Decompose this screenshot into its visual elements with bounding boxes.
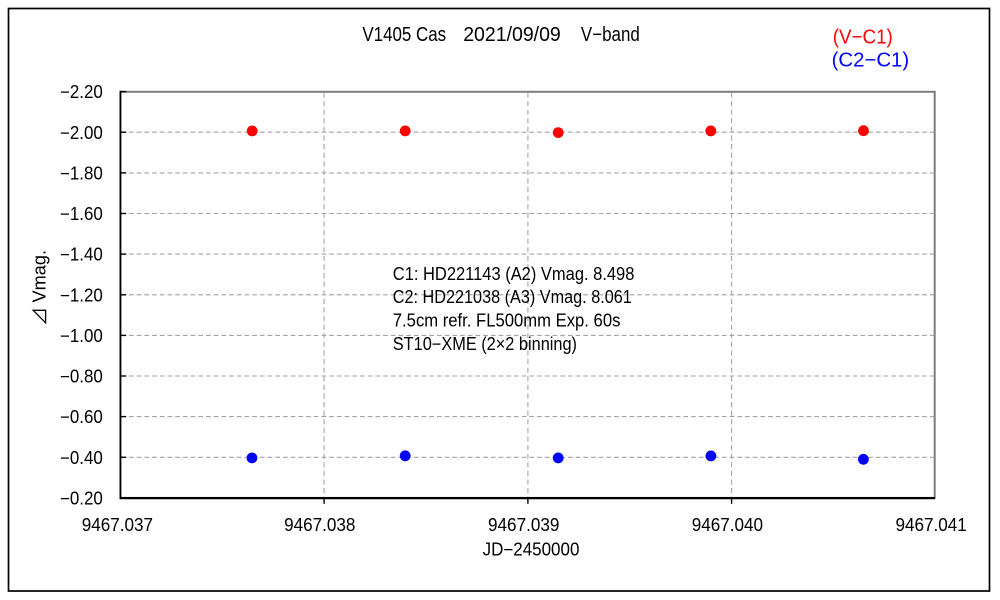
svg-text:−1.20: −1.20 (60, 285, 103, 305)
svg-text:−1.40: −1.40 (60, 245, 103, 265)
svg-text:(V−C1): (V−C1) (833, 26, 893, 48)
svg-text:V−band: V−band (581, 24, 640, 46)
svg-text:9467.039: 9467.039 (488, 515, 559, 535)
svg-text:JD−2450000: JD−2450000 (483, 539, 580, 559)
svg-text:−0.40: −0.40 (60, 448, 103, 468)
svg-text:V1405 Cas: V1405 Cas (362, 24, 446, 46)
svg-text:9467.040: 9467.040 (692, 515, 763, 535)
svg-text:7.5cm refr. FL500mm Exp. 60s: 7.5cm refr. FL500mm Exp. 60s (393, 310, 621, 330)
svg-text:9467.037: 9467.037 (82, 515, 153, 535)
svg-text:−1.60: −1.60 (60, 204, 103, 224)
svg-text:−0.60: −0.60 (60, 407, 103, 427)
svg-text:−1.00: −1.00 (60, 326, 103, 346)
svg-text:(C2−C1): (C2−C1) (832, 49, 910, 71)
svg-text:−0.20: −0.20 (60, 489, 103, 509)
svg-text:C1: HD221143 (A2) Vmag. 8.498: C1: HD221143 (A2) Vmag. 8.498 (393, 264, 635, 284)
svg-text:−2.20: −2.20 (60, 82, 103, 102)
svg-text:ST10−XME (2×2 binning): ST10−XME (2×2 binning) (393, 334, 577, 354)
svg-text:2021/09/09: 2021/09/09 (463, 24, 561, 46)
svg-text:−1.80: −1.80 (60, 164, 103, 184)
svg-text:9467.041: 9467.041 (895, 515, 966, 535)
svg-text:−2.00: −2.00 (60, 123, 103, 143)
svg-text:−0.80: −0.80 (60, 367, 103, 387)
svg-text:C2: HD221038 (A3) Vmag. 8.061: C2: HD221038 (A3) Vmag. 8.061 (393, 287, 632, 307)
svg-text:Vmag.: Vmag. (29, 250, 49, 303)
svg-text:9467.038: 9467.038 (284, 515, 355, 535)
